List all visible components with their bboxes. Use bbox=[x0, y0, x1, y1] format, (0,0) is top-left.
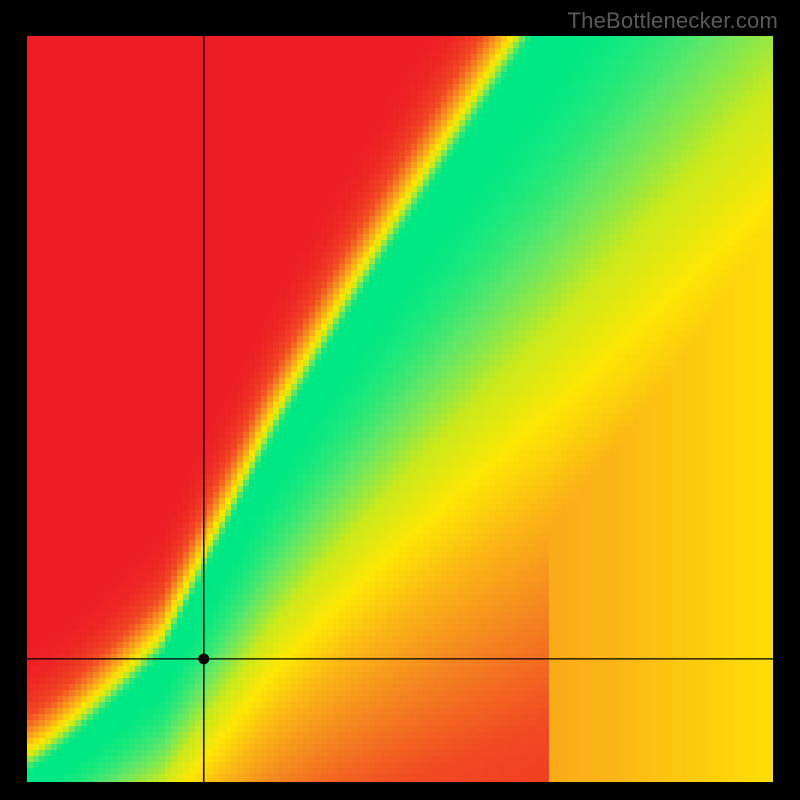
heatmap-canvas bbox=[27, 36, 773, 782]
watermark-text: TheBottlenecker.com bbox=[568, 8, 778, 34]
bottleneck-heatmap bbox=[27, 36, 773, 782]
